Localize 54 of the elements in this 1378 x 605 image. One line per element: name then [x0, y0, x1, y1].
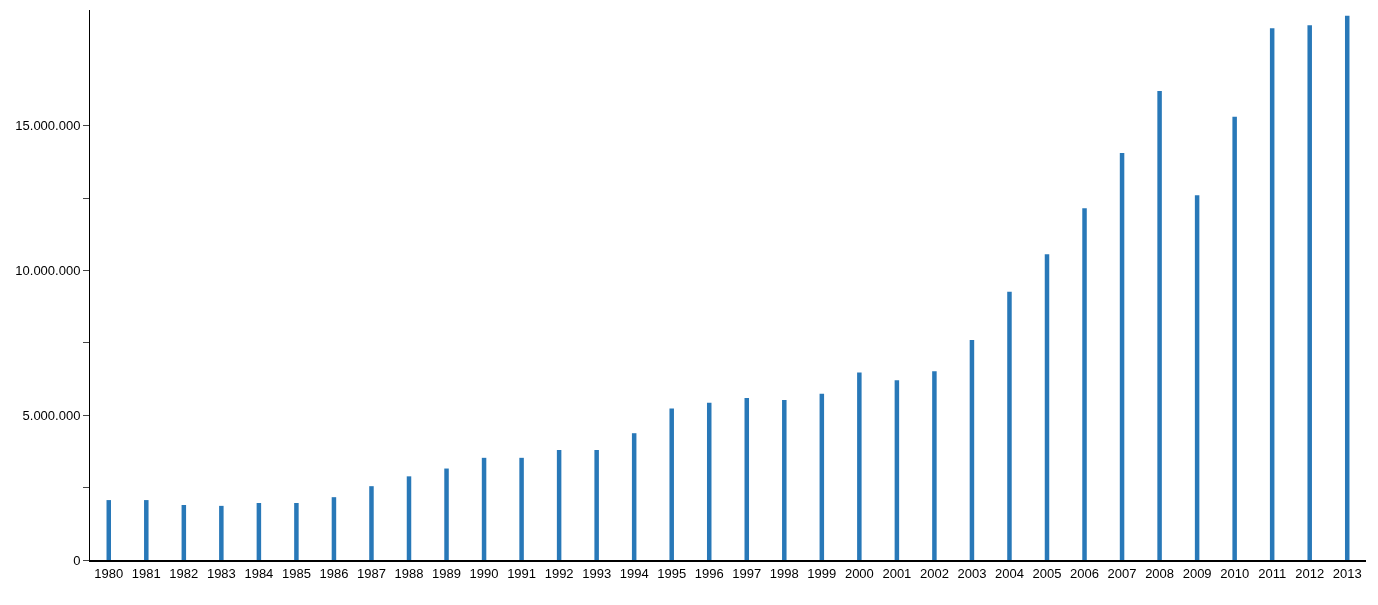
x-tick-label: 1985 — [281, 565, 311, 581]
x-tick-label: 1984 — [244, 565, 274, 581]
x-tick-label: 2012 — [1295, 565, 1325, 581]
bar — [519, 457, 524, 560]
bar — [857, 372, 862, 560]
x-tick-label: 2010 — [1220, 565, 1250, 581]
x-tick-label: 1993 — [582, 565, 612, 581]
bar — [1007, 291, 1012, 560]
x-tick-label: 2000 — [844, 565, 874, 581]
x-tick-label: 1988 — [394, 565, 424, 581]
x-tick-label: 2003 — [957, 565, 987, 581]
x-tick-label: 1987 — [357, 565, 386, 581]
y-tick-label: 15.000.000 — [15, 118, 81, 134]
x-tick-label: 1996 — [694, 565, 724, 581]
x-tick-label: 2008 — [1145, 565, 1175, 581]
bar — [782, 399, 787, 560]
x-tick-label: 1981 — [131, 565, 161, 581]
y-tick-label: 5.000.000 — [22, 407, 81, 423]
x-tick-label: 1983 — [206, 565, 236, 581]
x-tick-label: 2007 — [1107, 565, 1137, 581]
x-tick-label: 1986 — [319, 565, 349, 581]
x-tick-label: 2009 — [1182, 565, 1212, 581]
y-tick-label: 10.000.000 — [15, 263, 81, 279]
bar — [1157, 91, 1162, 560]
x-tick-label: 1990 — [469, 565, 499, 581]
x-tick-label: 1997 — [732, 565, 762, 581]
y-tick-label: 0 — [73, 552, 81, 568]
bar — [594, 450, 599, 560]
x-tick-label: 1989 — [432, 565, 461, 581]
x-tick-label: 1982 — [169, 565, 199, 581]
bar — [1307, 25, 1312, 560]
bar — [294, 502, 299, 560]
x-tick-label: 2004 — [995, 565, 1024, 581]
bar — [1082, 208, 1087, 560]
bar — [669, 408, 674, 560]
x-tick-label: 2001 — [882, 565, 912, 581]
x-tick-label: 2011 — [1258, 565, 1287, 581]
x-tick-label: 1998 — [769, 565, 799, 581]
x-tick-label: 1994 — [619, 565, 649, 581]
x-tick-label: 1999 — [807, 565, 837, 581]
x-tick-label: 1995 — [657, 565, 687, 581]
bar — [932, 371, 937, 560]
bar — [1232, 116, 1237, 560]
bar — [144, 500, 149, 560]
x-tick-label: 1991 — [507, 565, 537, 581]
x-tick-label: 2002 — [919, 565, 949, 581]
bar — [219, 505, 224, 560]
x-tick-label: 2006 — [1070, 565, 1099, 581]
x-tick-label: 1992 — [544, 565, 574, 581]
bar — [444, 468, 449, 560]
x-tick-label: 1980 — [94, 565, 124, 581]
x-tick-label: 2005 — [1032, 565, 1062, 581]
x-tick-label: 2013 — [1332, 565, 1362, 581]
bar — [369, 486, 374, 560]
